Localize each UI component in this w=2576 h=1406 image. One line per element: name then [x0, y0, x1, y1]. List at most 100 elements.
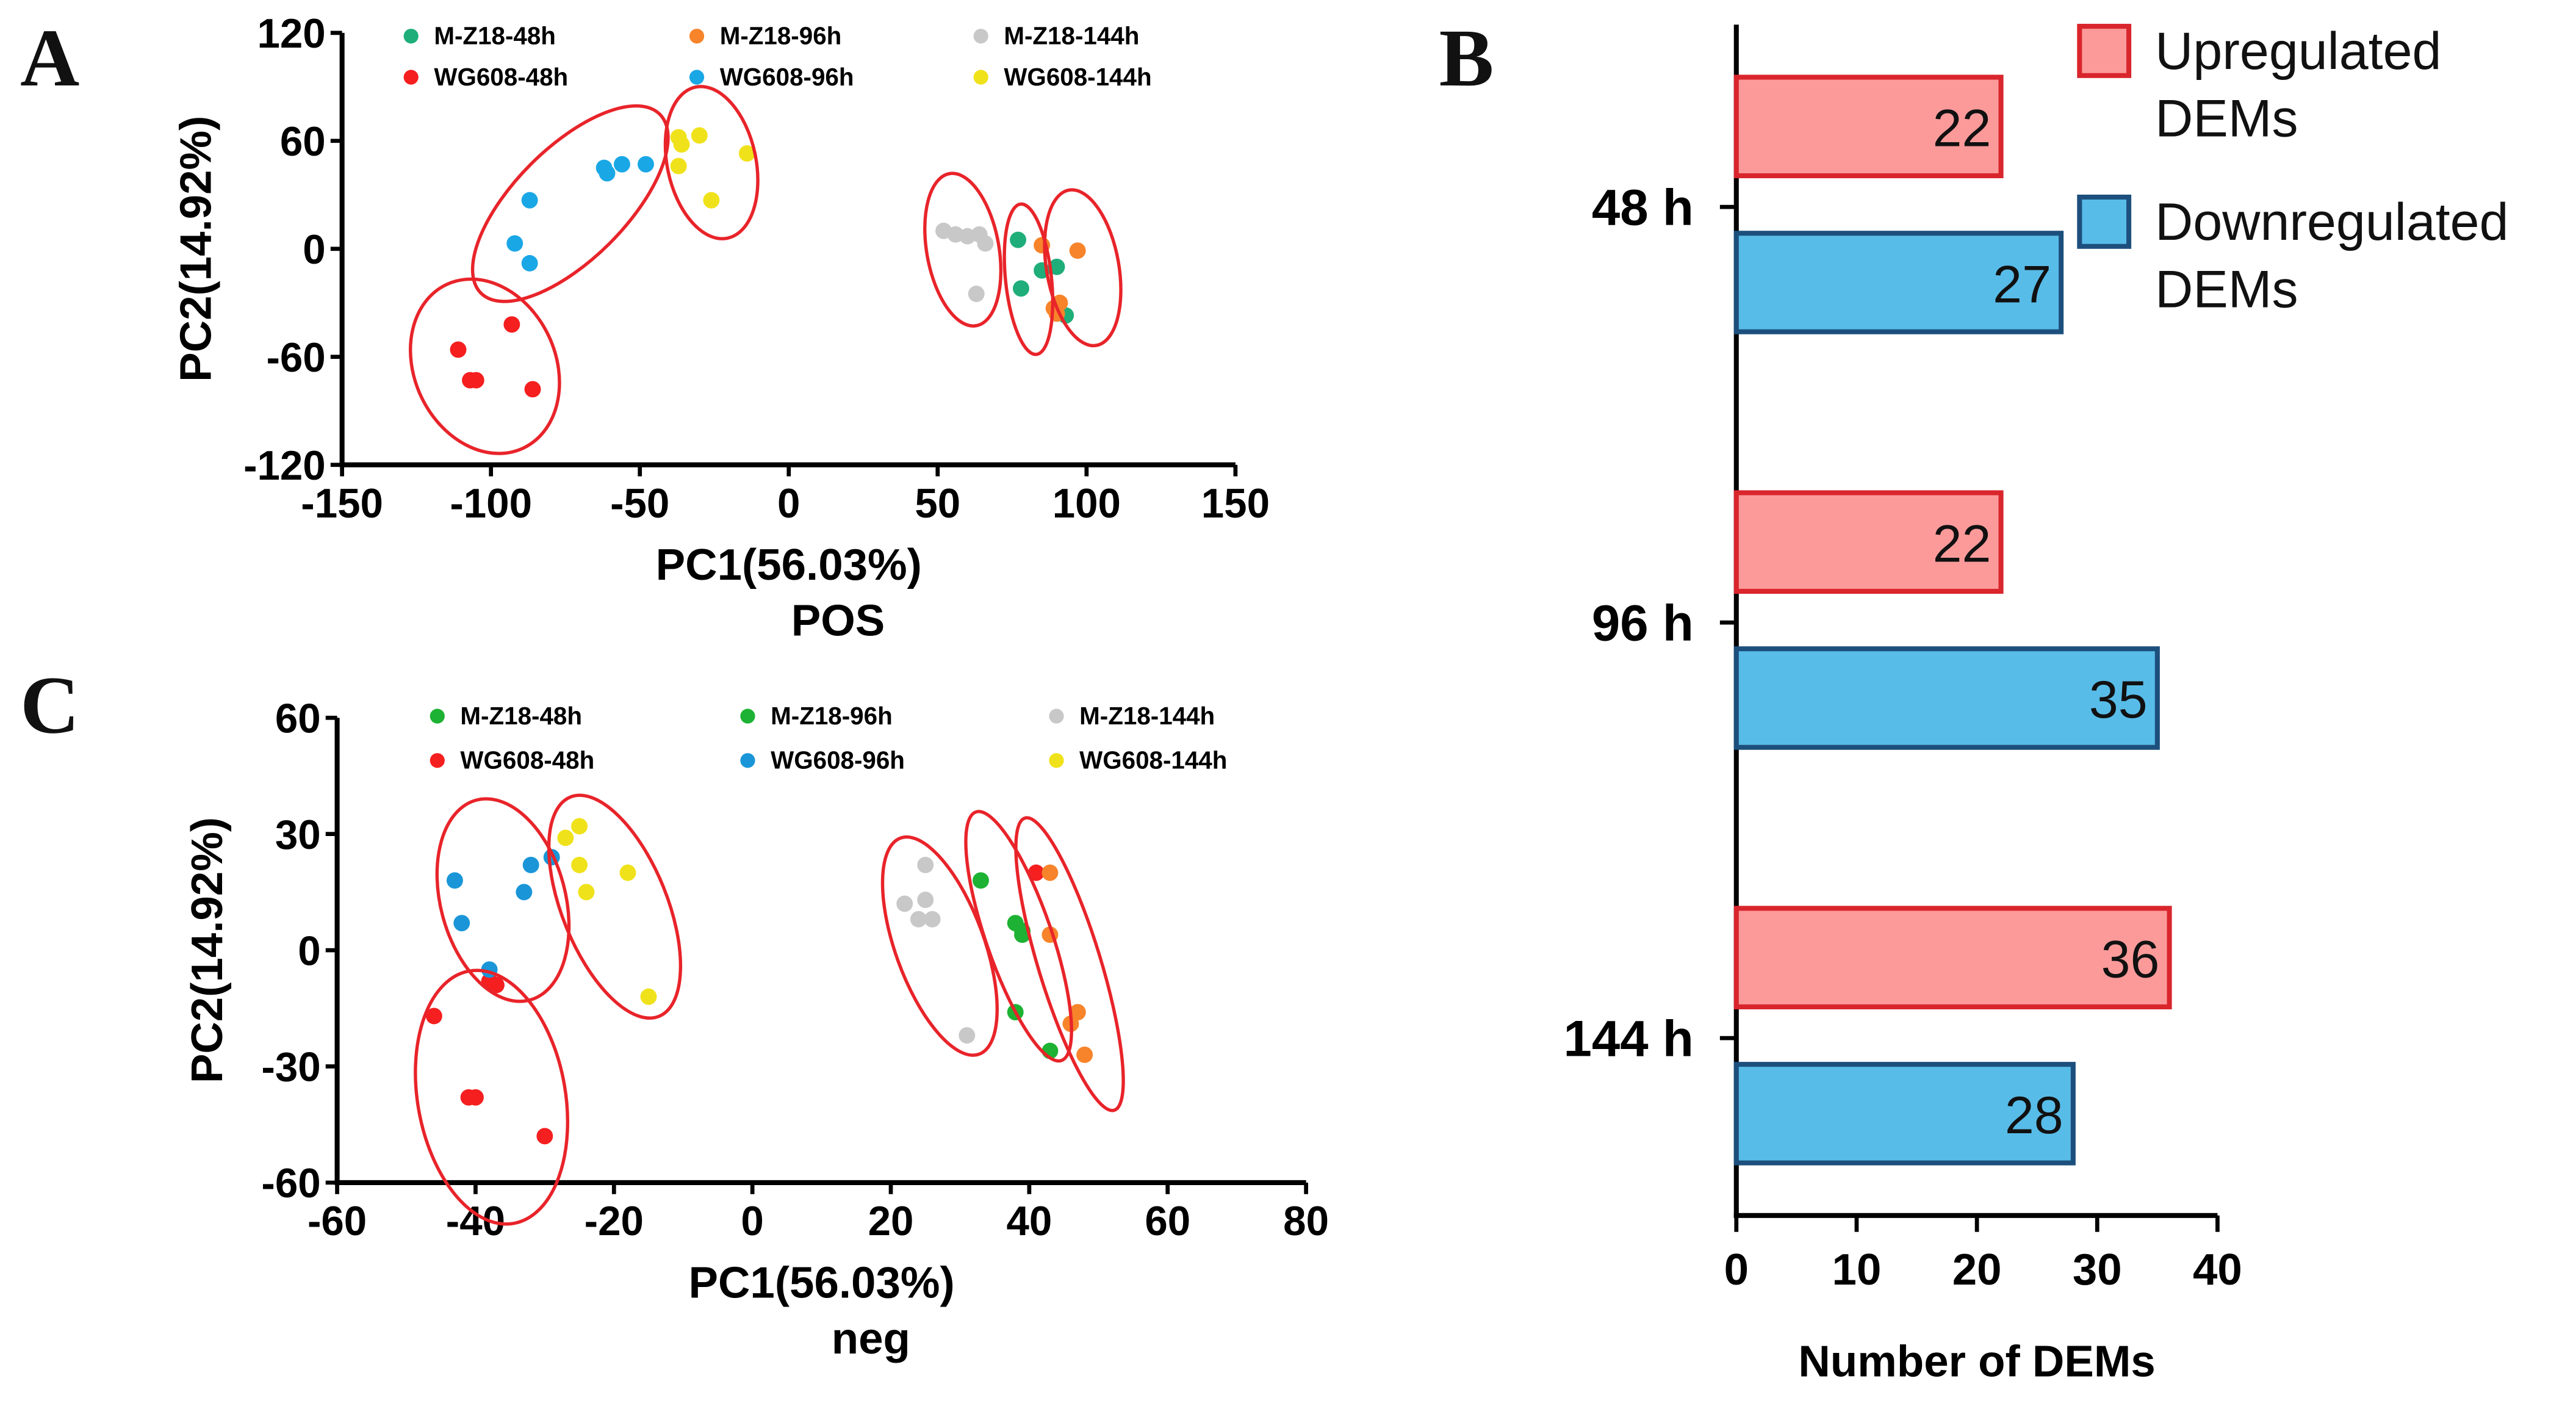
legend-label: M-Z18-48h: [460, 702, 582, 730]
data-point: [453, 915, 470, 932]
x-tick-label: 0: [741, 1199, 763, 1244]
y-tick-label: 0: [298, 928, 320, 974]
legend-label: M-Z18-96h: [771, 702, 893, 730]
data-point: [613, 156, 630, 173]
data-point: [640, 988, 657, 1005]
data-point: [425, 1008, 442, 1025]
x-tick-label: 150: [1201, 481, 1270, 527]
x-tick-label: -100: [450, 481, 532, 527]
legend-marker: [430, 708, 445, 724]
y-tick-label: 96 h: [1592, 594, 1694, 652]
data-point: [521, 254, 538, 272]
x-tick-label: 10: [1832, 1245, 1882, 1294]
legend-label: M-Z18-48h: [434, 22, 556, 50]
bar: [1733, 490, 2004, 594]
data-point: [1012, 280, 1029, 297]
data-point: [571, 818, 588, 835]
data-point: [703, 192, 720, 209]
x-tick-label: 20: [868, 1199, 914, 1244]
data-point: [1076, 1047, 1093, 1063]
x-axis-label: PC1(56.03%): [689, 1258, 955, 1307]
data-point: [910, 910, 927, 928]
y-tick-label: 60: [280, 119, 326, 165]
y-tick-label: 48 h: [1592, 179, 1694, 236]
data-point: [557, 829, 574, 846]
y-tick-label: -30: [261, 1045, 320, 1091]
legend-label: M-Z18-144h: [1004, 22, 1139, 50]
bar: [1733, 1062, 2076, 1166]
legend-label: Downregulated: [2155, 193, 2508, 251]
dem-bar-chart: 0 10 20 30 40 Number of DEMs 48 h 22 27 96 h 22 35 1…: [1563, 22, 2508, 1386]
panel-label-a: A: [20, 13, 79, 104]
data-point: [638, 156, 654, 173]
bar: [1733, 231, 2064, 334]
legend-label: M-Z18-96h: [720, 22, 842, 50]
y-tick-label: 30: [275, 812, 321, 858]
data-point: [446, 872, 463, 889]
legend-label: WG608-144h: [1004, 63, 1151, 91]
data-point: [673, 136, 690, 153]
data-point: [595, 159, 613, 176]
data-point: [524, 381, 541, 398]
data-point: [896, 895, 913, 912]
x-tick-label: 20: [1952, 1245, 2002, 1294]
legend-label: WG608-48h: [460, 746, 594, 774]
data-point: [977, 235, 994, 252]
x-tick-label: -150: [301, 481, 383, 527]
pca-plot-pos: -150 -100 -50 0 50 100 150 -120 -60 0 60 120 PC1(56.…: [171, 11, 1270, 646]
cluster-ellipse: [408, 277, 561, 455]
legend-label: M-Z18-144h: [1079, 702, 1215, 730]
legend-marker: [1049, 753, 1064, 768]
data-point: [503, 316, 520, 333]
x-axis-label: Number of DEMs: [1798, 1337, 2155, 1386]
x-tick-label: 40: [2193, 1245, 2242, 1294]
cluster-ellipse: [1002, 202, 1055, 356]
bar-value-label: 28: [2005, 1086, 2063, 1145]
legend-label: DEMs: [2155, 89, 2298, 148]
data-point: [536, 1128, 553, 1145]
legend-label: WG608-144h: [1079, 746, 1227, 774]
legend-marker: [403, 70, 419, 85]
cluster-ellipse: [470, 104, 670, 303]
x-tick-label: 50: [915, 481, 960, 527]
data-point: [917, 892, 934, 909]
data-point: [973, 872, 989, 889]
x-axis-label: PC1(56.03%): [656, 540, 922, 589]
y-tick-label: 60: [275, 696, 321, 741]
legend-marker: [689, 70, 705, 85]
legend-marker: [973, 29, 988, 44]
data-point: [450, 341, 467, 358]
bar: [1733, 646, 2160, 750]
cluster-ellipse: [880, 835, 999, 1057]
legend-marker: [2077, 194, 2132, 249]
legend-marker: [973, 70, 988, 85]
legend-label: WG608-96h: [771, 746, 905, 774]
data-point: [1042, 864, 1059, 881]
bar-value-label: 22: [1933, 99, 1991, 158]
data-point: [467, 1089, 484, 1106]
x-tick-label: 0: [777, 481, 800, 527]
y-tick-label: 120: [257, 11, 325, 57]
data-point: [1027, 864, 1045, 881]
data-point: [619, 864, 636, 881]
data-point: [481, 973, 498, 990]
x-tick-label: -50: [610, 481, 669, 527]
data-point: [516, 884, 533, 901]
x-tick-label: 60: [1145, 1199, 1190, 1244]
panel-label-c: C: [20, 660, 79, 751]
legend-label: WG608-96h: [720, 63, 854, 91]
y-tick-label: -60: [266, 335, 325, 381]
x-tick-label: 100: [1052, 481, 1121, 527]
data-point: [738, 145, 755, 162]
cluster-ellipse: [547, 793, 683, 1020]
x-tick-label: 30: [2073, 1245, 2122, 1294]
data-point: [521, 192, 538, 209]
cluster-ellipse: [964, 810, 1073, 1063]
bar: [1733, 74, 2004, 179]
legend-marker: [1049, 708, 1064, 724]
data-point: [968, 286, 985, 302]
plot-subtitle: POS: [791, 596, 885, 646]
legend-marker: [689, 29, 705, 44]
legend-marker: [403, 29, 419, 44]
data-point: [924, 910, 941, 928]
